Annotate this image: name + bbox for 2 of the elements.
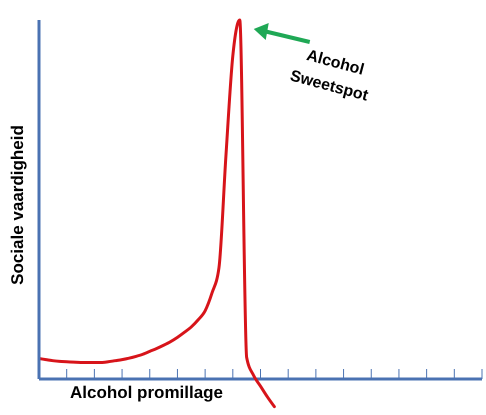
- x-axis-title: Alcohol promillage: [70, 383, 224, 403]
- y-axis-title: Sociale vaardigheid: [8, 125, 28, 285]
